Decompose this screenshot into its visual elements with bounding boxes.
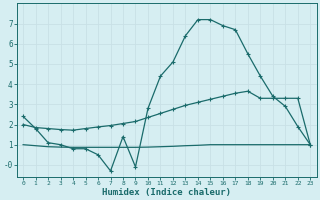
X-axis label: Humidex (Indice chaleur): Humidex (Indice chaleur): [102, 188, 231, 197]
